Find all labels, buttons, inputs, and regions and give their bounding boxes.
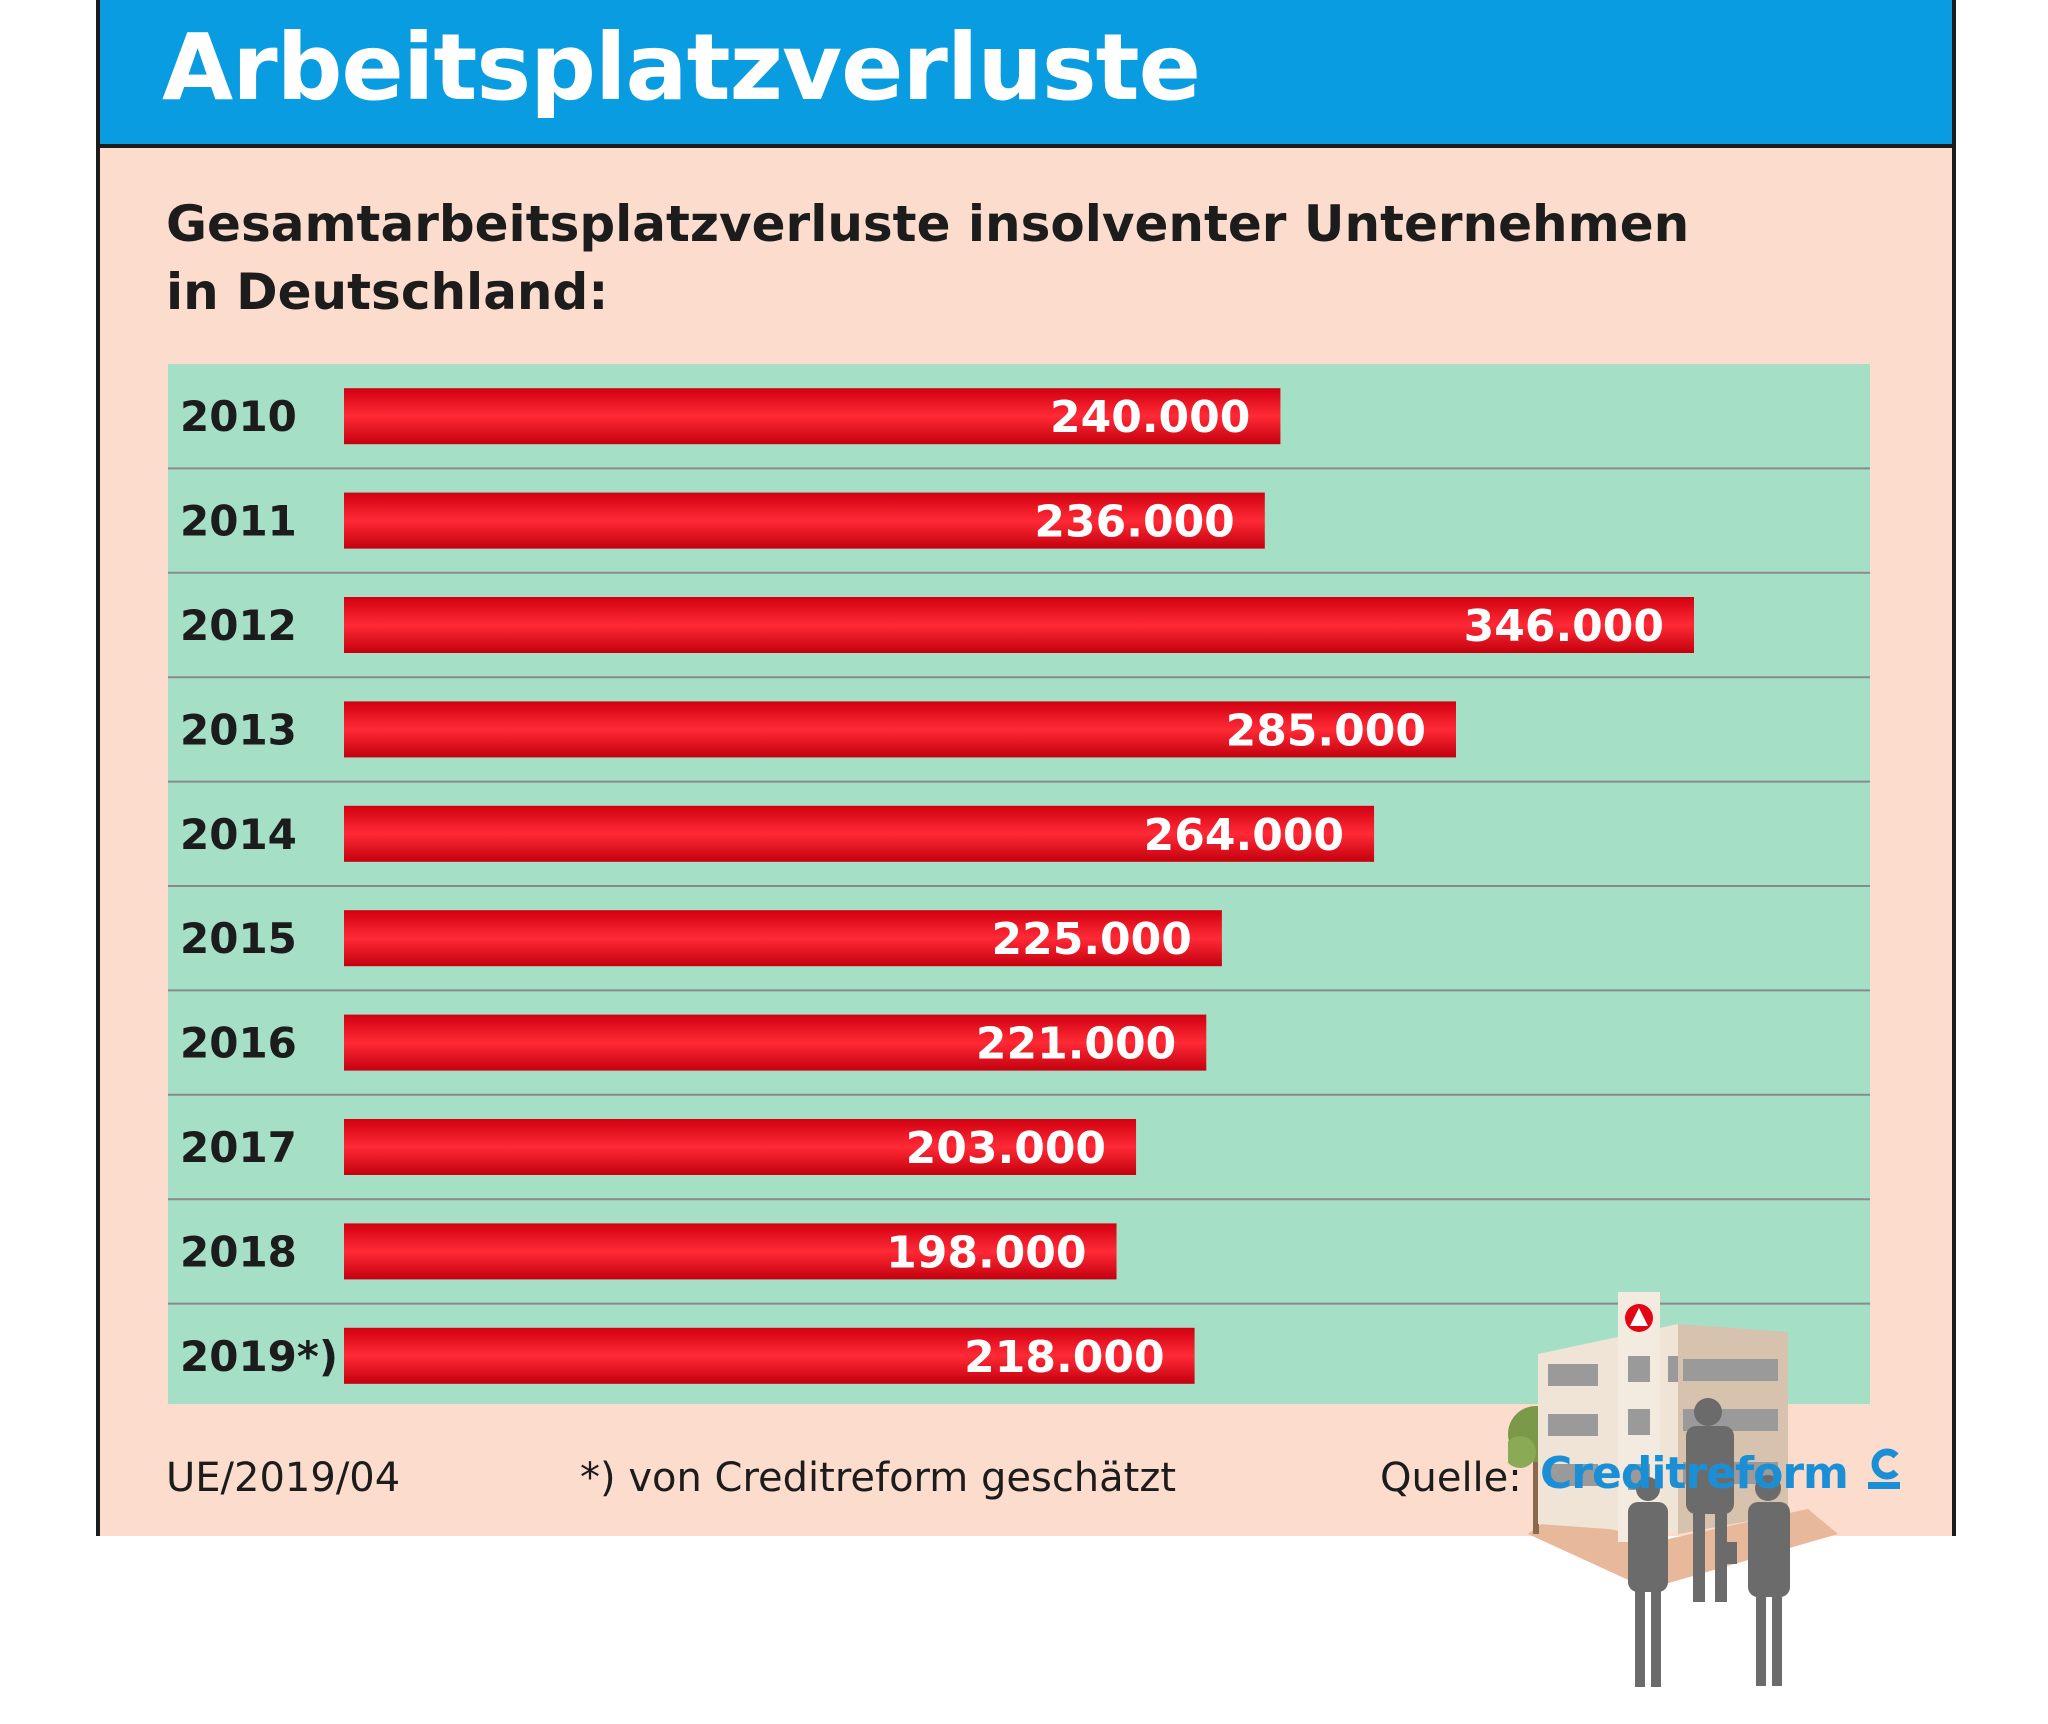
bar-value-label: 203.000 — [906, 1123, 1106, 1174]
bar — [344, 701, 1456, 758]
bar-value-label: 221.000 — [976, 1019, 1176, 1070]
creditreform-logo-icon — [1868, 1448, 1900, 1489]
bar-chart: 2010 240.000 2011 236.000 2012 346.000 2013 285… — [168, 388, 1870, 1384]
year-label: 2015 — [180, 914, 297, 963]
bar — [344, 597, 1694, 653]
bar — [344, 805, 1375, 862]
bar — [344, 1014, 1207, 1071]
creditreform-logo: Creditreform — [1540, 1448, 1849, 1499]
bar-value-label: 346.000 — [1464, 601, 1664, 652]
year-label: 2010 — [180, 392, 297, 441]
footer-code: UE/2019/04 — [166, 1455, 401, 1501]
bar — [344, 1119, 1137, 1175]
bar — [344, 388, 1281, 445]
year-label: 2013 — [180, 705, 297, 754]
infographic-frame: Arbeitsplatzverluste Gesamtarbeitsplatzv… — [96, 0, 1956, 1687]
bar-value-label: 264.000 — [1144, 810, 1344, 861]
bar-value-label: 225.000 — [991, 914, 1191, 965]
chart-plot-area: 2010 240.000 2011 236.000 2012 346.000 2013 285… — [168, 364, 1870, 1687]
office-building-illustration — [1508, 1292, 1838, 1687]
bar-value-label: 236.000 — [1034, 497, 1234, 548]
year-label: 2011 — [180, 497, 297, 546]
year-label: 2018 — [180, 1227, 297, 1276]
bar-value-label: 198.000 — [886, 1227, 1086, 1278]
year-label: 2017 — [180, 1123, 297, 1172]
bar-value-label: 285.000 — [1226, 705, 1426, 756]
bar — [344, 492, 1265, 549]
page-title: Arbeitsplatzverluste — [162, 14, 1201, 121]
year-label: 2014 — [180, 810, 297, 859]
year-label: 2019*) — [180, 1332, 338, 1381]
bar — [344, 1327, 1195, 1384]
bar-value-label: 218.000 — [964, 1332, 1164, 1383]
footer-note: *) von Creditreform geschätzt — [580, 1455, 1177, 1501]
chart-subtitle: Gesamtarbeitsplatzverluste insolventer U… — [166, 195, 1690, 321]
year-label: 2016 — [180, 1019, 297, 1068]
year-label: 2012 — [180, 601, 297, 650]
header-bar: Arbeitsplatzverluste — [100, 0, 1952, 148]
footer-source-label: Quelle: — [1380, 1455, 1522, 1501]
bar-value-label: 240.000 — [1050, 392, 1250, 443]
bar — [344, 1223, 1117, 1280]
bar — [344, 910, 1222, 967]
